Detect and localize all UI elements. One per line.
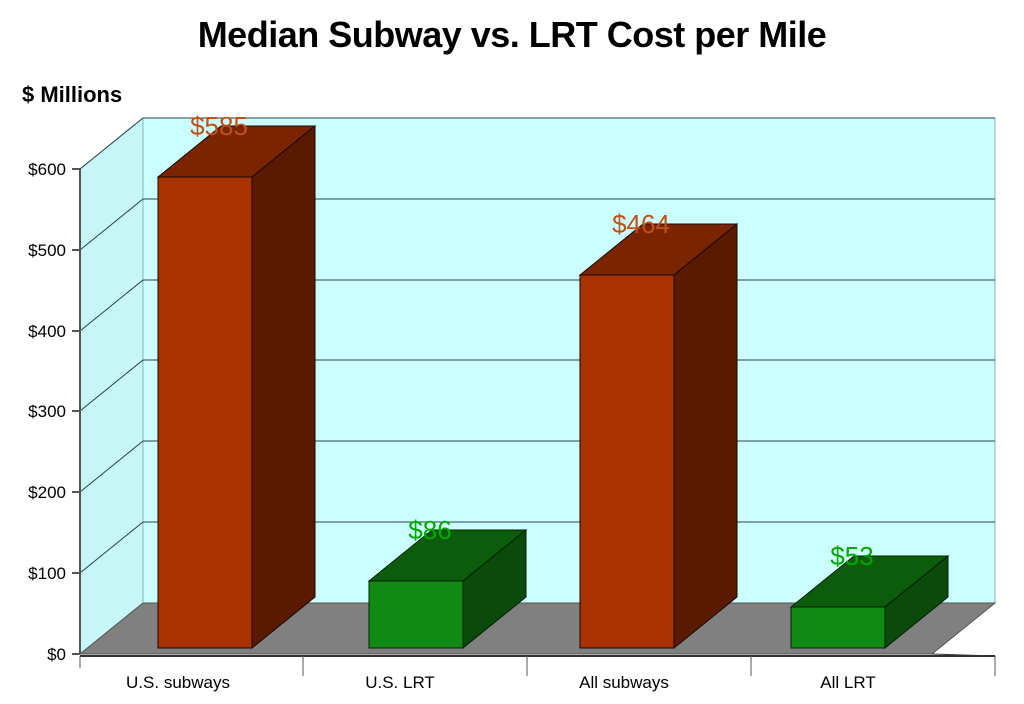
bar-side-face — [673, 222, 738, 650]
category-label: U.S. subways — [126, 673, 230, 692]
y-axis-title: $ Millions — [22, 82, 123, 107]
bar-group[interactable]: $585 — [156, 111, 317, 650]
y-tick-label: $500 — [28, 241, 66, 260]
bar-front-face — [157, 176, 253, 649]
bar-side-face — [251, 124, 316, 650]
bar-group[interactable]: $53 — [789, 541, 950, 650]
y-tick-label: $400 — [28, 322, 66, 341]
x-axis-category-labels: U.S. subways U.S. LRT All subways All LR… — [126, 673, 876, 692]
y-tick-label: $100 — [28, 564, 66, 583]
bar-front-face — [579, 274, 675, 649]
bar-group[interactable]: $464 — [578, 209, 739, 650]
x-axis-line-right — [931, 653, 996, 657]
y-axis-tick-labels: $600 $500 $400 $300 $200 $100 $0 — [28, 160, 66, 664]
bar-value-label: $585 — [190, 111, 248, 141]
y-tick-label: $600 — [28, 160, 66, 179]
bar-front-face — [790, 606, 886, 649]
y-tick-label: $0 — [47, 645, 66, 664]
x-axis-separators — [79, 656, 996, 676]
bar-front-face — [368, 580, 464, 649]
y-tick-label: $200 — [28, 483, 66, 502]
y-axis-ticks — [72, 168, 80, 655]
category-label: U.S. LRT — [365, 673, 435, 692]
bar-value-label: $53 — [830, 541, 873, 571]
bar-group[interactable]: $86 — [367, 515, 528, 650]
category-label: All LRT — [820, 673, 875, 692]
category-label: All subways — [579, 673, 669, 692]
chart-title: Median Subway vs. LRT Cost per Mile — [197, 14, 827, 55]
bar-value-label: $464 — [612, 209, 670, 239]
y-tick-label: $300 — [28, 402, 66, 421]
bar-value-label: $86 — [408, 515, 451, 545]
